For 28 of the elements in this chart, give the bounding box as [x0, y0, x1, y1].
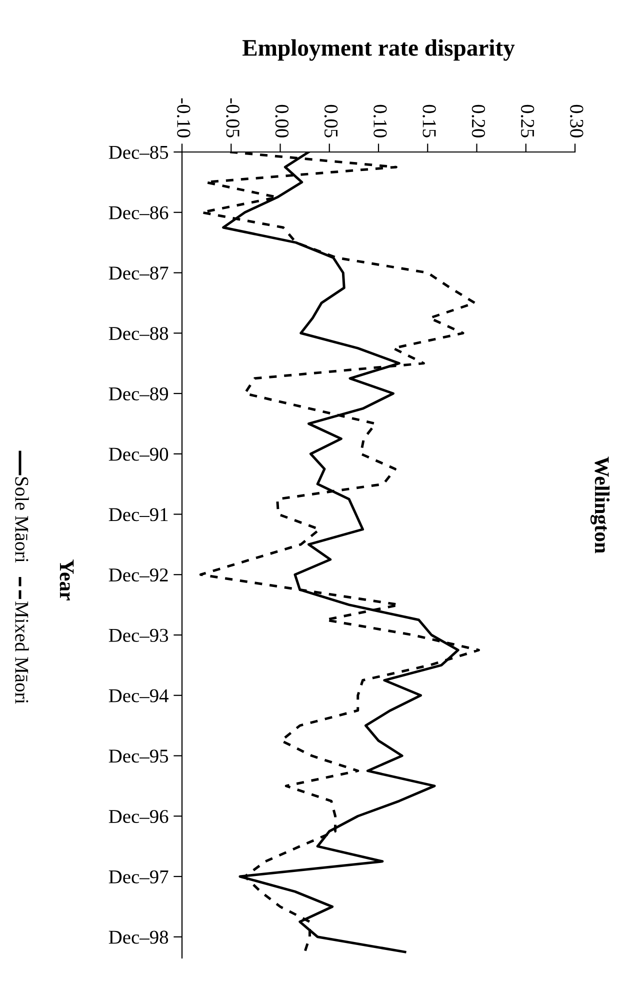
legend-label: Mixed Māori — [15, 602, 29, 704]
y-tick-label: Dec–86 — [108, 206, 168, 220]
y-tick-label: Dec–90 — [108, 448, 168, 461]
y-axis-title: Year — [60, 560, 74, 600]
y-tick-label: Dec–89 — [108, 387, 168, 400]
x-tick-label: 0.00 — [275, 104, 289, 138]
x-tick-label: 0.10 — [374, 104, 387, 138]
x-tick-label: 0.30 — [570, 104, 584, 138]
x-tick-label: -0.10 — [177, 98, 190, 138]
y-tick-label: Dec–92 — [108, 568, 168, 582]
y-tick-label: Dec–85 — [108, 146, 168, 159]
y-tick-label: Dec–93 — [108, 628, 168, 642]
x-tick-label: 0.05 — [324, 104, 338, 138]
y-tick-label: Dec–88 — [108, 326, 168, 340]
y-tick-label: Dec–94 — [108, 689, 168, 702]
x-tick-label: -0.05 — [226, 98, 240, 138]
y-tick-label: Dec–91 — [108, 508, 168, 522]
legend-label: Sole Māori — [15, 477, 29, 563]
x-tick-label: 0.15 — [422, 104, 436, 138]
y-tick-label: Dec–87 — [108, 266, 168, 280]
y-tick-label: Dec–95 — [108, 750, 168, 763]
y-tick-label: Dec–96 — [108, 810, 168, 824]
y-tick-label: Dec–98 — [108, 930, 168, 944]
x-axis-title: Employment rate disparity — [242, 39, 515, 61]
x-tick-label: 0.25 — [520, 104, 534, 138]
text: Wellington — [590, 456, 610, 554]
y-tick-label: Dec–97 — [108, 870, 168, 884]
x-tick-label: 0.20 — [472, 104, 486, 138]
